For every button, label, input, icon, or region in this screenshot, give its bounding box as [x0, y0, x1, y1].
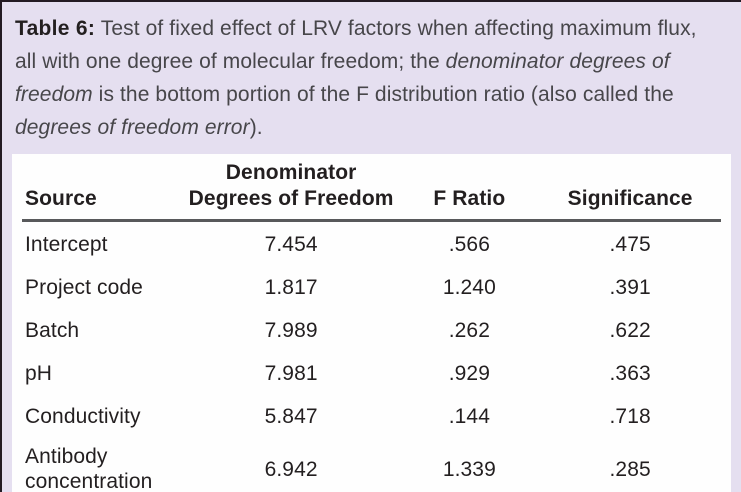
table-cell-sig: .475: [609, 232, 651, 256]
table-cell-fratio: .144: [448, 404, 490, 428]
table-row: Project code 1.817 1.240 .391: [22, 265, 721, 308]
table-card: Source Denominator Degrees of Freedom F Ra…: [12, 154, 731, 492]
table-row: Conductivity 5.847 .144 .718: [22, 394, 721, 437]
table-cell-sig: .622: [609, 318, 651, 342]
table-cell-ddof: 7.981: [264, 361, 318, 385]
table-cell-ddof: 7.989: [264, 318, 318, 342]
caption-segment: ).: [249, 116, 263, 139]
caption-segment: is the bottom portion of the F distribut…: [92, 83, 674, 106]
table-cell-fratio: 1.240: [442, 275, 496, 299]
caption-segment: degrees of freedom error: [15, 116, 250, 139]
table-cell-ddof: 1.817: [264, 275, 318, 299]
table-header-row: Source Denominator Degrees of Freedom F Ra…: [22, 158, 721, 222]
table-caption: Table 6: Test of fixed effect of LRV fac…: [2, 2, 741, 152]
table-caption-text: Test of fixed effect of LRV factors when…: [15, 17, 697, 139]
table-cell-source: Project code: [25, 275, 143, 299]
table-cell-fratio: .262: [448, 318, 490, 342]
table-row: Antibody concentration 6.942 1.339 .285: [22, 437, 721, 492]
table-cell-sig: .391: [609, 275, 651, 299]
table-cell-source: pH: [25, 361, 53, 385]
table-cell-source: Batch: [25, 318, 80, 342]
column-header-label: F Ratio: [433, 187, 506, 210]
table-cell-ddof: 5.847: [264, 404, 318, 428]
table-cell-source: Conductivity: [25, 404, 141, 428]
fixed-effects-table: Source Denominator Degrees of Freedom F Ra…: [22, 158, 721, 492]
table-cell-ddof: 6.942: [264, 457, 318, 481]
column-header-label: Significance: [567, 187, 693, 210]
table-cell-sig: .285: [609, 457, 651, 481]
table-cell-fratio: 1.339: [442, 457, 496, 481]
table-cell-source: Intercept: [25, 232, 108, 256]
table-cell-sig: .363: [609, 361, 651, 385]
table-cell-fratio: .566: [448, 232, 490, 256]
column-header-ddof: Denominator Degrees of Freedom: [182, 158, 400, 222]
column-header-source: Source: [22, 158, 183, 222]
table-row: pH 7.981 .929 .363: [22, 351, 721, 394]
column-header-fratio: F Ratio: [399, 158, 540, 222]
table-row: Batch 7.989 .262 .622: [22, 308, 721, 351]
table-cell-source: Antibody concentration: [25, 445, 153, 492]
table-cell-fratio: .929: [448, 361, 490, 385]
column-header-label: Denominator Degrees of Freedom: [188, 161, 394, 210]
table-header: Source Denominator Degrees of Freedom F Ra…: [22, 158, 721, 222]
column-header-sig: Significance: [539, 158, 721, 222]
table-row: Intercept 7.454 .566 .475: [22, 221, 721, 266]
caption-segment: denominator degrees of freedom: [15, 50, 670, 106]
table-body: Intercept 7.454 .566 .475 Project code 1.817 1…: [22, 221, 721, 492]
caption-segment: Test of fixed effect of LRV factors when…: [15, 17, 697, 73]
column-header-label: Source: [25, 187, 97, 210]
table-caption-label: Table 6:: [15, 17, 96, 40]
table-cell-ddof: 7.454: [264, 232, 318, 256]
table-cell-sig: .718: [609, 404, 651, 428]
